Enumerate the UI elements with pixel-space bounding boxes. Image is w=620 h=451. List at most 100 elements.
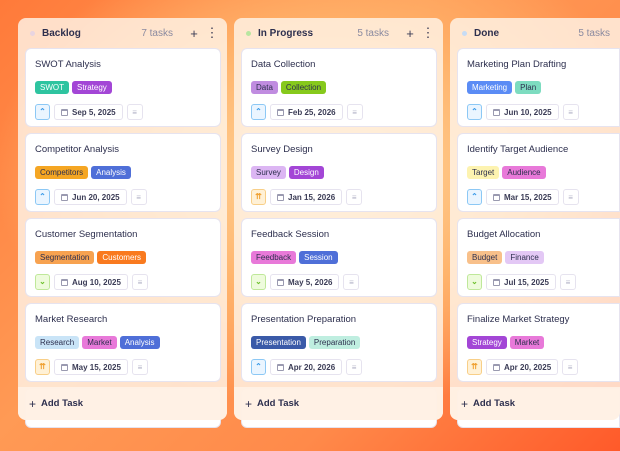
calendar-icon [493,278,500,286]
task-title: Identify Target Audience [467,144,569,155]
tag-list: Survey Design [251,166,427,179]
due-date-button[interactable]: Apr 20, 2025 [486,359,559,375]
description-icon[interactable]: ≡ [559,274,576,290]
task-card[interactable]: Presentation Preparation Presentation Pre… [241,303,437,382]
calendar-icon [61,108,68,116]
tag: Strategy [467,336,507,349]
task-count: 5 tasks [357,27,389,39]
column-title: Done [474,27,499,39]
tag-list: Target Audience [467,166,610,179]
description-icon[interactable]: ≡ [131,359,148,375]
priority-up-icon[interactable]: ⌃ [251,359,266,375]
tag: Segmentation [35,251,95,264]
due-date: Jan 15, 2026 [288,192,336,202]
priority-up-icon[interactable]: ⌃ [35,189,50,205]
task-card[interactable]: Data Collection Data Collection ⌃ Feb 25,… [241,48,437,127]
priority-down-icon[interactable]: ⌄ [251,274,266,290]
calendar-icon [277,193,284,201]
task-card[interactable]: Market Research Research Market Analysis ⇈… [25,303,221,382]
priority-urgent-icon[interactable]: ⇈ [35,359,50,375]
due-date-button[interactable]: Jun 20, 2025 [54,189,127,205]
tag: SWOT [35,81,69,94]
tag-list: Strategy Market [467,336,610,349]
description-icon[interactable]: ≡ [346,189,363,205]
task-title: Market Research [35,314,108,325]
due-date: May 5, 2026 [288,277,333,287]
calendar-icon [61,193,68,201]
tag: Market [82,336,117,349]
tag-list: Feedback Session [251,251,427,264]
calendar-icon [493,363,500,371]
description-icon[interactable]: ≡ [130,189,147,205]
tag: Budget [467,251,503,264]
calendar-icon [493,193,500,201]
tag: Design [288,166,324,179]
add-task-button[interactable]: + Add Task [18,387,227,420]
description-icon[interactable]: ≡ [126,104,143,120]
task-card[interactable]: SWOT Analysis SWOT Strategy ⌃ Sep 5, 2025… [25,48,221,127]
description-icon[interactable]: ≡ [346,359,363,375]
task-card[interactable]: Customer Segmentation Segmentation Custom… [25,218,221,297]
tag: Survey [251,166,286,179]
priority-down-icon[interactable]: ⌄ [467,274,482,290]
task-card[interactable]: Feedback Session Feedback Session ⌄ May 5… [241,218,437,297]
priority-urgent-icon[interactable]: ⇈ [467,359,482,375]
task-card[interactable]: Finalize Market Strategy Strategy Market … [457,303,620,382]
priority-down-icon[interactable]: ⌄ [35,274,50,290]
tag-list: Competitors Analysis [35,166,211,179]
add-task-plus-icon[interactable]: + [190,25,198,41]
task-card[interactable]: Competitor Analysis Competitors Analysis … [25,133,221,212]
due-date-button[interactable]: Jul 15, 2025 [486,274,556,290]
description-icon[interactable]: ≡ [343,274,360,290]
due-date-button[interactable]: Aug 10, 2025 [54,274,128,290]
tag: Preparation [308,336,361,349]
tag: Competitors [35,166,89,179]
add-task-label: Add Task [41,398,84,409]
tag-list: Presentation Preparation [251,336,427,349]
task-card[interactable]: Survey Design Survey Design ⇈ Jan 15, 202… [241,133,437,212]
due-date-button[interactable]: Apr 20, 2026 [270,359,343,375]
description-icon[interactable]: ≡ [346,104,363,120]
task-card[interactable]: Identify Target Audience Target Audience … [457,133,620,212]
more-options-icon[interactable]: ⋮ [421,25,435,40]
due-date-button[interactable]: Sep 5, 2025 [54,104,123,120]
tag: Plan [515,81,542,94]
tag: Research [35,336,80,349]
due-date-button[interactable]: May 15, 2025 [54,359,128,375]
due-date-button[interactable]: Jun 10, 2025 [486,104,559,120]
description-icon[interactable]: ≡ [131,274,148,290]
column-header: In Progress 5 tasks + ⋮ [234,18,443,48]
add-task-plus-icon[interactable]: + [406,25,414,41]
task-card[interactable]: Budget Allocation Budget Finance ⌄ Jul 15… [457,218,620,297]
task-title: Presentation Preparation [251,314,357,325]
tag: Analysis [91,166,131,179]
status-dot-icon [462,30,467,36]
due-date-button[interactable]: Jan 15, 2026 [270,189,343,205]
column-header: Backlog 7 tasks + ⋮ [18,18,227,48]
due-date-button[interactable]: Feb 25, 2026 [270,104,343,120]
task-title: Customer Segmentation [35,229,138,240]
due-date: Aug 10, 2025 [72,277,121,287]
calendar-icon [277,363,284,371]
due-date-button[interactable]: May 5, 2026 [270,274,340,290]
status-dot-icon [246,30,251,36]
plus-icon: + [461,396,469,411]
task-card[interactable]: Marketing Plan Drafting Marketing Plan ⌃ … [457,48,620,127]
priority-up-icon[interactable]: ⌃ [467,104,482,120]
priority-up-icon[interactable]: ⌃ [35,104,50,120]
add-task-button[interactable]: + Add Task [234,387,443,420]
description-icon[interactable]: ≡ [562,189,579,205]
tag: Finance [505,251,544,264]
column-title: Backlog [42,27,81,39]
add-task-button[interactable]: + Add Task [450,387,620,420]
due-date-button[interactable]: Mar 15, 2025 [486,189,559,205]
due-date: Jun 10, 2025 [504,107,552,117]
description-icon[interactable]: ≡ [562,104,579,120]
priority-up-icon[interactable]: ⌃ [251,104,266,120]
priority-urgent-icon[interactable]: ⇈ [251,189,266,205]
tag: Analysis [119,336,160,349]
column-backlog: Backlog 7 tasks + ⋮ SWOT Analysis SWOT Stra… [18,18,227,428]
more-options-icon[interactable]: ⋮ [205,25,219,40]
description-icon[interactable]: ≡ [562,359,579,375]
priority-up-icon[interactable]: ⌃ [467,189,482,205]
